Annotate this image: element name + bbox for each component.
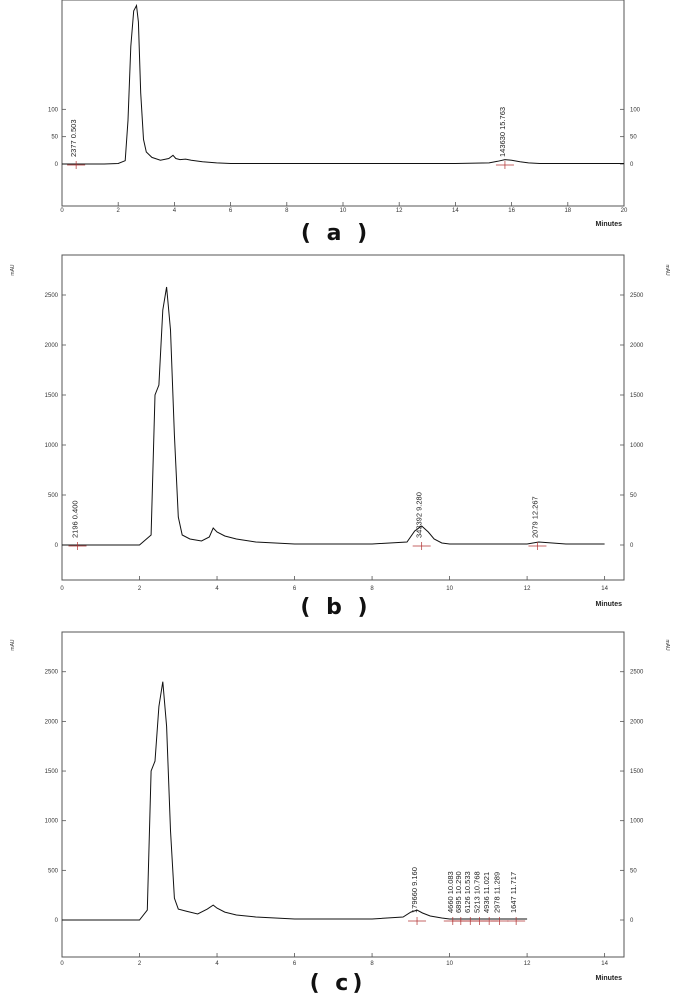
y-tick-label: 1000	[45, 443, 59, 449]
peak-label: 343392 9.280	[415, 492, 424, 538]
x-tick-label: 2	[138, 586, 142, 592]
left-unit-label: mAU	[10, 264, 16, 276]
panel-caption: ( c)	[310, 971, 367, 994]
right-tick-label: 0	[630, 162, 634, 168]
right-tick-label: 50	[630, 135, 637, 141]
peak-label: 6895 10.290	[454, 871, 463, 913]
x-axis-title: Minutes	[596, 601, 623, 608]
x-tick-label: 8	[370, 961, 374, 967]
right-unit-label: mAU	[664, 639, 670, 651]
x-tick-label: 8	[370, 586, 374, 592]
x-axis-title: Minutes	[596, 975, 623, 982]
right-tick-label: 1500	[630, 769, 644, 775]
y-tick-label: 50	[51, 135, 58, 141]
right-tick-label: 0	[630, 918, 634, 924]
y-tick-label: 0	[55, 918, 59, 924]
x-tick-label: 0	[60, 586, 64, 592]
plot-frame	[61, 0, 625, 207]
y-tick-label: 0	[55, 162, 59, 168]
x-tick-label: 12	[524, 961, 531, 967]
chart-panel-b: 0 500 1000 1500 2000 2500 0 50 1000 1500 2000 2500 0…	[10, 254, 670, 620]
x-tick-label: 10	[446, 961, 453, 967]
peak-label: 179660 9.160	[410, 867, 419, 913]
x-tick-label: 4	[215, 961, 219, 967]
left-unit-label: mAU	[10, 639, 16, 651]
chart-panel-a: 0 50 100 0 50 100 0 2 4 6 8 10 12 14 16 18 20 Minutes 2377…	[48, 0, 641, 246]
x-tick-label: 10	[446, 586, 453, 592]
x-tick-label: 20	[621, 208, 628, 214]
right-tick-label: 2000	[630, 343, 644, 349]
chromatogram-trace	[62, 286, 605, 546]
peak-label: 1647 11.717	[509, 872, 518, 913]
y-tick-label: 1500	[45, 393, 59, 399]
x-tick-label: 6	[229, 208, 233, 214]
peak-label: 143630 15.763	[498, 107, 507, 157]
chart-panel-c: 0 500 1000 1500 2000 2500 0 50 1000 1500 2000 2500 0…	[10, 631, 670, 994]
x-tick-label: 6	[293, 961, 297, 967]
right-tick-label: 2500	[630, 670, 644, 676]
x-tick-label: 14	[601, 961, 608, 967]
y-tick-label: 2500	[45, 293, 59, 299]
right-tick-label: 2000	[630, 719, 644, 725]
x-tick-label: 2	[117, 208, 121, 214]
chromatogram-trace	[62, 681, 528, 921]
plot-frame	[61, 254, 625, 581]
y-tick-label: 500	[48, 868, 59, 874]
x-tick-label: 4	[215, 586, 219, 592]
x-tick-label: 14	[601, 586, 608, 592]
x-tick-label: 0	[60, 961, 64, 967]
x-tick-label: 2	[138, 961, 142, 967]
right-tick-label: 1500	[630, 393, 644, 399]
right-unit-label: mAU	[664, 264, 670, 276]
peak-label: 5213 10.768	[472, 871, 481, 913]
x-tick-label: 8	[285, 208, 289, 214]
x-tick-label: 0	[60, 208, 64, 214]
x-tick-label: 12	[524, 586, 531, 592]
peak-label: 2079 12.267	[530, 496, 539, 538]
peak-label: 2377 0.503	[69, 119, 78, 157]
y-tick-label: 2000	[45, 343, 59, 349]
chromatogram-trace	[62, 3, 624, 165]
right-tick-label: 50	[630, 493, 637, 499]
x-axis-title: Minutes	[596, 221, 623, 228]
panel-caption: ( a )	[301, 221, 371, 246]
x-tick-label: 12	[396, 208, 403, 214]
y-tick-label: 2500	[45, 670, 59, 676]
y-tick-label: 2000	[45, 719, 59, 725]
right-tick-label: 1000	[630, 819, 644, 825]
x-tick-label: 10	[340, 208, 347, 214]
y-tick-label: 1000	[45, 819, 59, 825]
peak-label: 4936 11.021	[482, 872, 491, 913]
y-tick-label: 1500	[45, 769, 59, 775]
panel-caption: ( b )	[300, 595, 371, 620]
right-tick-label: 1000	[630, 443, 644, 449]
x-tick-label: 4	[173, 208, 177, 214]
x-tick-label: 6	[293, 586, 297, 592]
peak-label: 4660 10.083	[446, 871, 455, 913]
x-tick-label: 16	[508, 208, 515, 214]
plot-frame	[61, 631, 625, 958]
peak-label: 6126 10.533	[463, 871, 472, 913]
right-tick-label: 50	[630, 868, 637, 874]
peak-label: 2978 11.289	[493, 872, 502, 913]
y-tick-label: 0	[55, 543, 59, 549]
y-tick-label: 100	[48, 107, 59, 113]
right-tick-label: 0	[630, 543, 634, 549]
peak-label: 2196 0.400	[71, 500, 80, 538]
right-tick-label: 100	[630, 107, 641, 113]
x-tick-label: 18	[564, 208, 571, 214]
y-tick-label: 500	[48, 493, 59, 499]
x-tick-label: 14	[452, 208, 459, 214]
right-tick-label: 2500	[630, 293, 644, 299]
